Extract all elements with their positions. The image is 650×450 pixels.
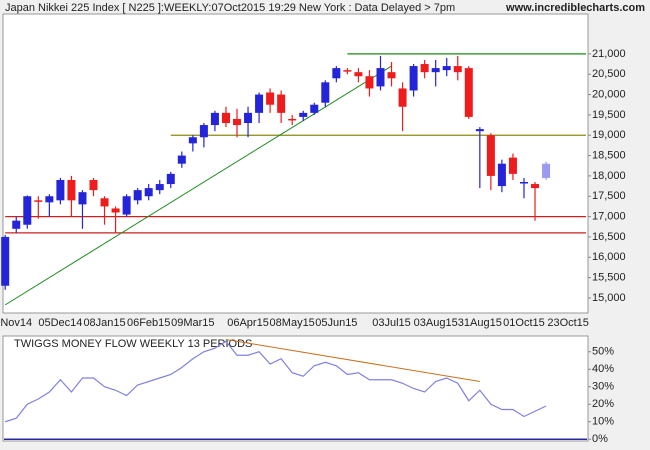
y-tick-label: 17,000	[592, 210, 626, 222]
x-tick-label: 09Mar15	[171, 317, 214, 329]
candle-body	[255, 94, 264, 113]
x-tick-label: 01Oct15	[503, 317, 545, 329]
x-tick-label: 05Jun15	[315, 317, 357, 329]
candle-body	[508, 157, 517, 174]
candle-body	[199, 125, 208, 138]
candle-body	[486, 135, 495, 176]
candle-body	[475, 129, 484, 132]
candle-body	[519, 182, 528, 184]
x-tick-label: 31Aug15	[458, 317, 502, 329]
candle-body	[244, 112, 253, 124]
candle-body	[376, 68, 385, 87]
candle-body	[431, 68, 440, 73]
candle-body	[321, 82, 330, 103]
x-tick-label: 05Dec14	[38, 317, 82, 329]
candle-body	[111, 208, 120, 213]
candle-body	[464, 68, 473, 117]
x-tick-label: 23Oct15	[547, 317, 589, 329]
candle-body	[299, 112, 308, 117]
y-tick-label: 0%	[592, 433, 608, 445]
candle-body	[122, 196, 131, 215]
y-tick-label: 10%	[592, 416, 614, 428]
candle-body	[453, 66, 462, 73]
candle-body	[277, 94, 286, 113]
trend-line	[225, 339, 480, 382]
y-tick-label: 19,500	[592, 109, 626, 121]
y-tick-label: 17,500	[592, 190, 626, 202]
candle-body	[365, 76, 374, 89]
y-tick-label: 18,500	[592, 149, 626, 161]
candle-body	[67, 179, 76, 201]
candle-body	[542, 163, 551, 178]
candle-body	[188, 137, 197, 144]
site-name: www.incrediblecharts.com	[505, 2, 645, 14]
indicator-line	[5, 340, 547, 423]
candle-body	[155, 184, 164, 191]
x-tick-label: 03Jul15	[372, 317, 411, 329]
candle-body	[531, 184, 540, 189]
x-tick-label: 06Apr15	[227, 317, 269, 329]
candle-body	[343, 70, 352, 72]
candle-body	[100, 198, 109, 207]
y-tick-label: 21,000	[592, 48, 626, 60]
candle-body	[177, 155, 186, 164]
y-tick-label: 16,000	[592, 251, 626, 263]
candle-body	[266, 92, 275, 105]
y-tick-label: 20,500	[592, 68, 626, 80]
candle-body	[210, 112, 219, 126]
price-panel	[2, 13, 589, 314]
candle-body	[34, 200, 43, 202]
candle-body	[420, 64, 429, 73]
candle-body	[78, 192, 87, 205]
candle-body	[310, 104, 319, 113]
y-tick-label: 20%	[592, 398, 614, 410]
x-tick-label: 03Aug15	[414, 317, 458, 329]
candle-body	[89, 179, 98, 191]
y-tick-label: 15,000	[592, 292, 626, 304]
candle-body	[12, 220, 21, 229]
candle-body	[332, 68, 341, 79]
candle-body	[288, 118, 297, 121]
x-tick-label: 06Feb15	[127, 317, 170, 329]
indicator-title: TWIGGS MONEY FLOW WEEKLY 13 PERIODS	[14, 338, 252, 350]
candle-body	[45, 196, 54, 203]
y-tick-label: 20,000	[592, 88, 626, 100]
candle-body	[409, 66, 418, 91]
candle-body	[233, 118, 241, 126]
indicator-panel	[2, 335, 589, 442]
candle-body	[497, 163, 506, 187]
y-tick-label: 40%	[592, 363, 614, 375]
candle-body	[1, 236, 10, 286]
candle-body	[398, 88, 407, 107]
candle-body	[354, 72, 363, 77]
y-tick-label: 19,000	[592, 129, 626, 141]
y-tick-label: 50%	[592, 346, 614, 358]
candle-body	[166, 173, 175, 185]
chart-title: Japan Nikkei 225 Index [ N225 ]:WEEKLY:0…	[5, 2, 455, 14]
candle-body	[133, 190, 142, 201]
y-tick-label: 18,000	[592, 170, 626, 182]
candle-body	[23, 196, 32, 225]
candle-body	[144, 188, 153, 197]
y-tick-label: 16,500	[592, 231, 626, 243]
candle-body	[221, 112, 230, 124]
candle-body	[56, 179, 65, 201]
candle-body	[442, 66, 451, 71]
y-tick-label: 30%	[592, 381, 614, 393]
x-tick-label: 08May15	[270, 317, 315, 329]
trend-line	[4, 65, 392, 306]
x-tick-label: 08Jan15	[83, 317, 125, 329]
y-tick-label: 15,500	[592, 272, 626, 284]
x-tick-label: Nov14	[0, 317, 32, 329]
candle-body	[387, 72, 396, 79]
